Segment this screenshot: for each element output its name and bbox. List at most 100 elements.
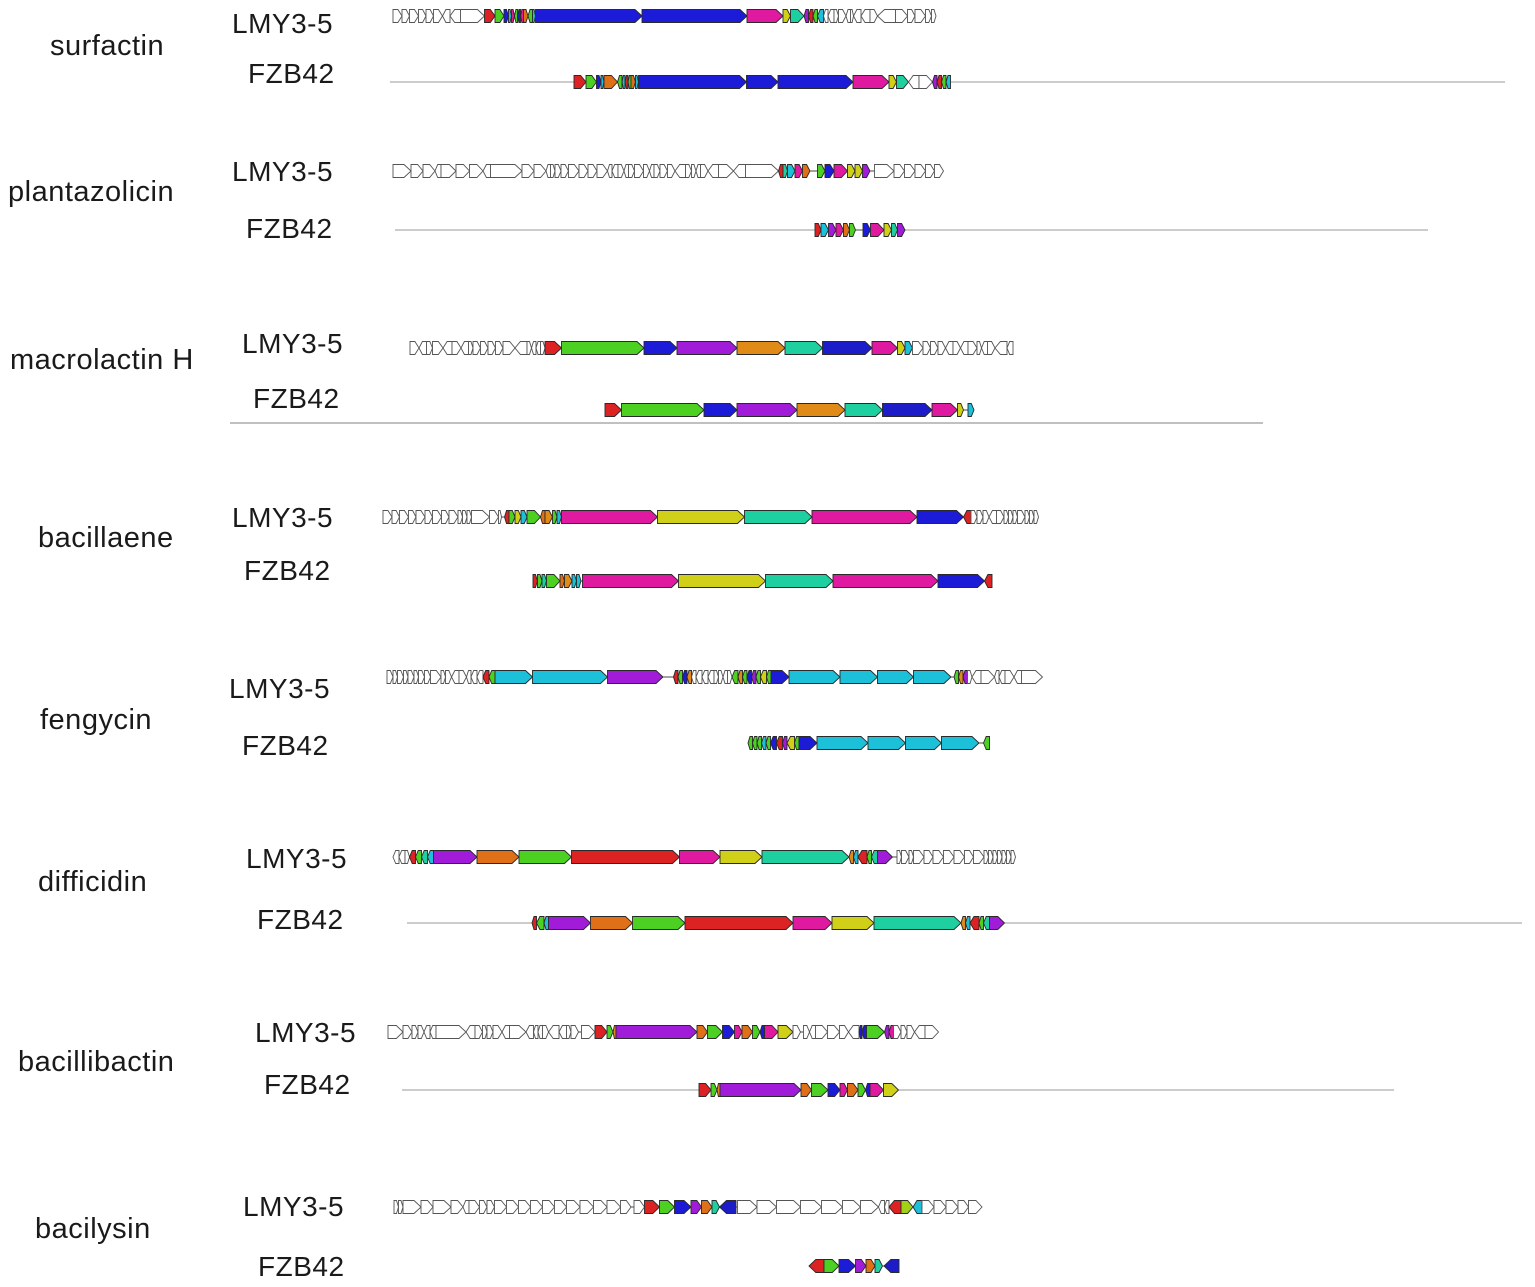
cluster-name-surfactin: surfactin [50,30,165,62]
cluster-gene-arrow [787,164,796,178]
cluster-gene-arrow [896,75,910,89]
cluster-gene-arrow [802,164,811,178]
cluster-gene-arrow [770,736,777,750]
gene-track-fzb42 [747,736,990,750]
cluster-gene-arrow [600,75,605,89]
cluster-gene-arrow [912,1200,923,1214]
flanking-gene-arrow [700,164,709,178]
cluster-row-bacilysin [393,1200,983,1273]
flanking-gene-arrow [558,1025,567,1039]
cluster-gene-arrow [832,574,939,588]
cluster-gene-arrow [882,403,933,417]
cluster-name-difficidin: difficidin [38,866,148,898]
cluster-gene-arrow [905,736,943,750]
cluster-gene-arrow [867,736,907,750]
cluster-row-difficidin [392,850,1522,930]
cluster-gene-arrow [916,510,965,524]
flanking-gene-arrow [441,9,451,23]
flanking-gene-arrow [971,670,982,684]
cluster-gene-arrow [590,916,634,930]
flanking-gene-arrow [402,1025,413,1039]
flanking-gene-arrow [732,164,746,178]
cluster-gene-arrow [427,850,434,864]
flanking-gene-arrow [392,670,398,684]
cluster-gene-arrow [703,403,738,417]
cluster-gene-arrow [958,670,964,684]
flanking-gene-arrow [458,670,468,684]
cluster-gene-arrow [734,1025,743,1039]
flanking-gene-arrow [498,510,502,524]
flanking-gene-arrow [617,164,625,178]
cluster-gene-arrow [945,75,951,89]
cluster-gene-arrow [989,916,1006,930]
cluster-gene-arrow [827,1083,841,1097]
flanking-gene-arrow [921,1200,935,1214]
gene-track-lmy3-5 [409,341,1014,355]
flanking-gene-arrow [976,341,982,355]
flanking-gene-arrow [628,164,635,178]
flanking-gene-arrow [924,1025,940,1039]
flanking-gene-arrow [713,670,719,684]
strain-label-lmy3-5: LMY3-5 [232,502,334,533]
cluster-gene-arrow [514,510,522,524]
cluster-gene-arrow [866,850,872,864]
flanking-gene-arrow [913,850,925,864]
cluster-gene-arrow [484,9,496,23]
flanking-gene-arrow [937,341,947,355]
flanking-gene-arrow [967,670,973,684]
flanking-gene-arrow [878,1200,885,1214]
cluster-gene-arrow [874,1259,884,1273]
cluster-gene-arrow [759,1025,765,1039]
flanking-gene-arrow [579,1200,595,1214]
flanking-gene-arrow [1033,510,1039,524]
flanking-gene-arrow [429,1025,437,1039]
flanking-gene-arrow [404,850,410,864]
flanking-gene-arrow [983,850,989,864]
cluster-gene-arrow [983,916,990,930]
flanking-gene-arrow [1029,510,1035,524]
cluster-gene-arrow [852,75,890,89]
cluster-gene-arrow [967,403,975,417]
flanking-gene-arrow [838,9,847,23]
flanking-gene-arrow [932,850,945,864]
cluster-gene-arrow [857,850,868,864]
flanking-gene-arrow [391,510,401,524]
cluster-gene-arrow [812,9,818,23]
cluster-gene-arrow [526,510,542,524]
flanking-gene-arrow [425,9,435,23]
flanking-gene-arrow [432,1200,452,1214]
flanking-gene-arrow [448,510,459,524]
cluster-gene-arrow [931,403,959,417]
cluster-gene-arrow [544,510,554,524]
flanking-gene-arrow [988,850,994,864]
flanking-gene-arrow [776,1200,802,1214]
flanking-gene-arrow [398,850,406,864]
cluster-gene-arrow [790,9,805,23]
cluster-gene-arrow [532,574,538,588]
cluster-gene-arrow [722,1025,736,1039]
flanking-gene-arrow [933,1200,947,1214]
cluster-name-bacillibactin: bacillibactin [18,1046,175,1078]
cluster-gene-arrow [518,850,573,864]
cluster-gene-arrow [861,1025,867,1039]
cluster-gene-arrow [744,510,813,524]
gene-track-lmy3-5 [382,510,1039,524]
flanking-gene-arrow [967,341,978,355]
cluster-gene-arrow [794,736,800,750]
flanking-gene-arrow [850,9,854,23]
cluster-gene-arrow [824,164,835,178]
cluster-gene-arrow [843,223,850,237]
flanking-gene-arrow [611,164,619,178]
cluster-gene-arrow [883,1083,900,1097]
flanking-gene-arrow [803,1025,810,1039]
cluster-gene-arrow [546,574,561,588]
cluster-gene-arrow [532,670,609,684]
cluster-gene-arrow [571,574,577,588]
cluster-name-macrolactin-h: macrolactin H [10,344,194,376]
flanking-gene-arrow [633,1200,646,1214]
flanking-gene-arrow [988,510,997,524]
cluster-gene-arrow [777,1025,794,1039]
cluster-gene-arrow [953,670,959,684]
cluster-gene-arrow [682,670,688,684]
